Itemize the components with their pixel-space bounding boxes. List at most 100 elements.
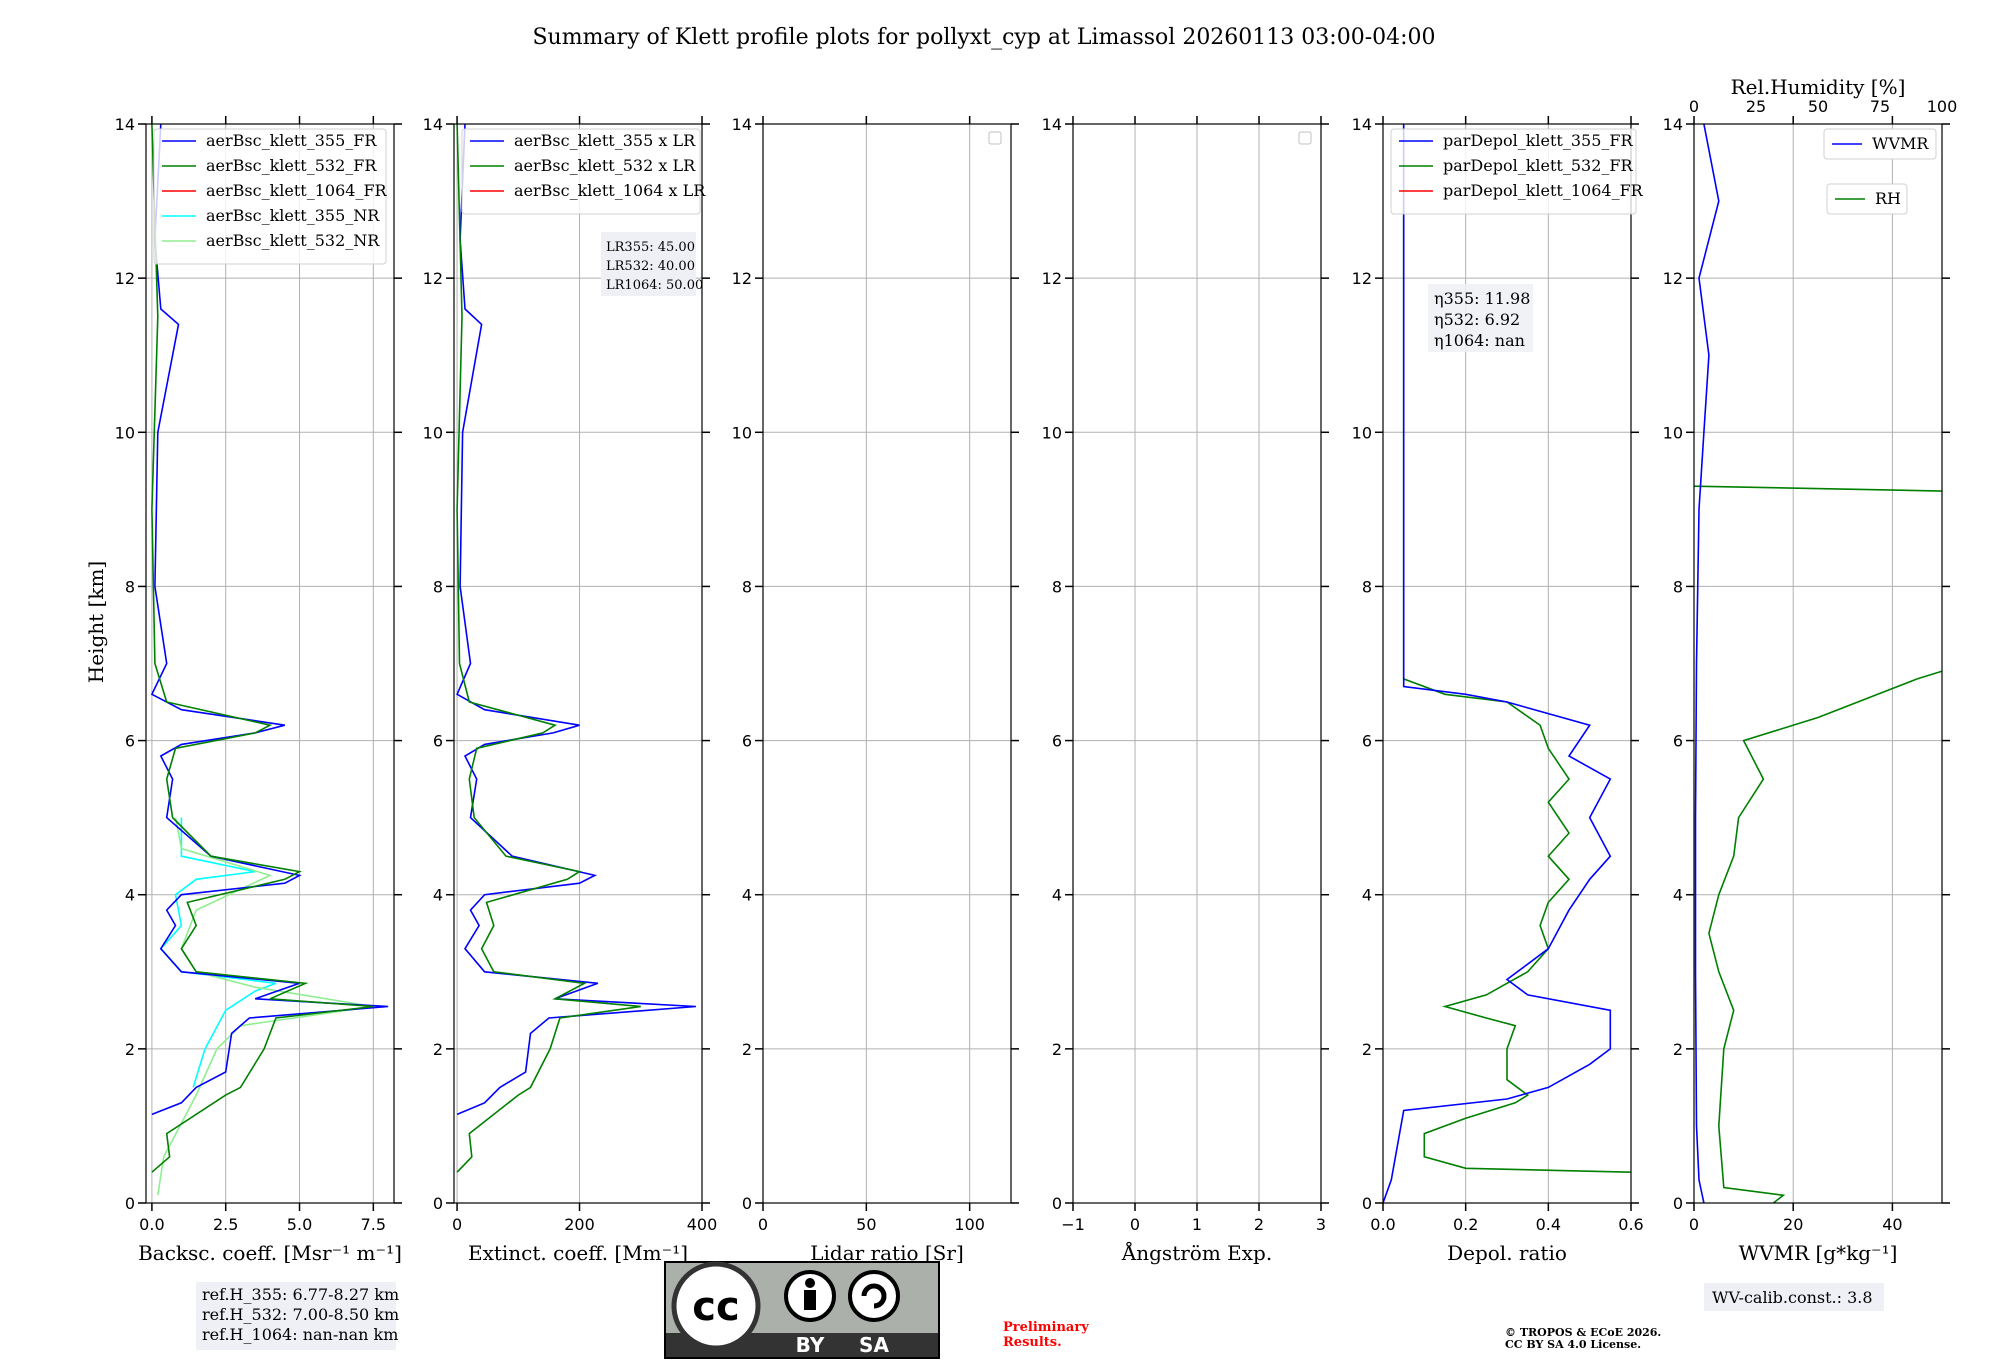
sa-share-icon (848, 1270, 900, 1322)
y-tick-label: 2 (433, 1040, 443, 1059)
y-tick-label: 14 (1663, 115, 1683, 134)
eta-annotation: η355: 11.98 (1434, 289, 1530, 308)
x-tick-label: 40 (1882, 1215, 1902, 1234)
lr-annotation: LR532: 40.00 (606, 259, 695, 274)
wv-calib-const: WV-calib.const.: 3.8 (1712, 1288, 1873, 1307)
y-tick-label: 10 (423, 423, 443, 442)
x-tick-label: 100 (954, 1215, 985, 1234)
y-tick-label: 6 (1362, 732, 1372, 751)
x-tick-label: 20 (1783, 1215, 1803, 1234)
y-tick-label: 0 (433, 1194, 443, 1213)
y-tick-label: 14 (732, 115, 752, 134)
legend-entry: parDepol_klett_355_FR (1443, 131, 1634, 150)
preliminary-line1: Preliminary (1003, 1320, 1089, 1335)
axes-frame (762, 123, 1012, 1204)
x-tick-label: 0.0 (139, 1215, 164, 1234)
x-tick-label: 0 (758, 1215, 768, 1234)
eta-annotation-box (1428, 284, 1533, 352)
x-tick-label: 2.5 (213, 1215, 238, 1234)
y-tick-label: 14 (423, 115, 443, 134)
y-tick-label: 10 (1042, 423, 1062, 442)
y-tick-label: 8 (1362, 577, 1372, 596)
legend-entry: parDepol_klett_532_FR (1443, 156, 1634, 175)
x-tick-label: 200 (564, 1215, 595, 1234)
x-top-axis-label: Rel.Humidity [%] (1731, 75, 1906, 99)
y-tick-label: 12 (1352, 269, 1372, 288)
axes-frame (1382, 123, 1632, 1204)
y-tick-label: 10 (732, 423, 752, 442)
y-tick-label: 14 (1042, 115, 1062, 134)
x-axis-label: Depol. ratio (1447, 1241, 1567, 1265)
x-tick-label: 400 (687, 1215, 718, 1234)
y-tick-label: 8 (1052, 577, 1062, 596)
legend-entry: RH (1875, 189, 1901, 208)
series-RH (1694, 485, 1942, 1203)
y-tick-label: 4 (742, 886, 752, 905)
panel-bsc: 0 2 4 6 8 10 12 14 0.0 2.5 5.0 7.5 Backsc. coeff. [M… (115, 115, 402, 1265)
y-tick-label: 8 (433, 577, 443, 596)
wv-calib-box (1704, 1283, 1884, 1311)
x-top-tick-label: 0 (1689, 97, 1699, 116)
by-text: BY (796, 1333, 825, 1357)
panel-ext: 0 2 4 6 8 10 12 14 0 200 400 Extinct. coeff. [Mm⁻¹]… (423, 115, 718, 1265)
x-top-tick-label: 100 (1927, 97, 1958, 116)
lr-annotation-box (601, 232, 696, 296)
y-tick-label: 2 (1673, 1040, 1683, 1059)
x-top-tick-label: 50 (1808, 97, 1828, 116)
axes-frame (1693, 123, 1943, 1204)
y-tick-label: 0 (742, 1194, 752, 1213)
x-tick-label: 1 (1192, 1215, 1202, 1234)
empty-legend-box (1298, 131, 1312, 145)
y-tick-label: 14 (115, 115, 135, 134)
y-tick-label: 10 (1352, 423, 1372, 442)
cc-license-badge: cc BY SA (664, 1261, 940, 1359)
ref-height-355: ref.H_355: 6.77-8.27 km (202, 1285, 399, 1304)
eta-annotation: η1064: nan (1434, 331, 1525, 350)
y-tick-label: 10 (1663, 423, 1683, 442)
cc-icon (671, 1261, 761, 1351)
series-aerBsc_klett_355_FR (150, 124, 389, 1116)
panel-dep: 0 2 4 6 8 10 12 14 0.0 0.2 0.4 0.6 Depol. ratio parDe… (1352, 115, 1644, 1265)
figure-title: Summary of Klett profile plots for polly… (532, 25, 1435, 50)
legend-entry: aerBsc_klett_532 x LR (514, 156, 696, 175)
y-tick-label: 4 (1362, 886, 1372, 905)
y-tick-label: 6 (1673, 732, 1683, 751)
copyright-line1: © TROPOS & ECoE 2026. (1505, 1326, 1661, 1339)
x-tick-label: 0.4 (1536, 1215, 1561, 1234)
axes-frame (145, 123, 395, 1204)
y-tick-label: 4 (433, 886, 443, 905)
y-tick-label: 14 (1352, 115, 1372, 134)
legend-entry: aerBsc_klett_1064 x LR (514, 181, 706, 200)
x-tick-label: 50 (856, 1215, 876, 1234)
legend-entry: aerBsc_klett_355_FR (206, 131, 377, 150)
lr-annotation: LR355: 45.00 (606, 240, 695, 255)
x-tick-label: 0.2 (1453, 1215, 1478, 1234)
empty-legend-box (988, 131, 1002, 145)
x-axis-label: Ångström Exp. (1121, 1240, 1272, 1265)
x-tick-label: 2 (1254, 1215, 1264, 1234)
legend-entry: aerBsc_klett_532_FR (206, 156, 377, 175)
y-tick-label: 0 (125, 1194, 135, 1213)
ref-height-box: ref.H_355: 6.77-8.27 km ref.H_532: 7.00-… (196, 1282, 399, 1350)
cc-text: cc (692, 1284, 739, 1330)
legend-entry: aerBsc_klett_355_NR (206, 206, 380, 225)
x-axis-label: Extinct. coeff. [Mm⁻¹] (468, 1241, 688, 1265)
y-tick-label: 8 (742, 577, 752, 596)
series-parDepol_klett_532_FR (1402, 124, 1631, 1173)
preliminary-line2: Results. (1003, 1335, 1062, 1350)
legend: WVMR RH (1823, 128, 1937, 215)
x-tick-label: 0.6 (1618, 1215, 1643, 1234)
x-tick-label: −1 (1061, 1215, 1085, 1234)
x-tick-label: 7.5 (361, 1215, 386, 1234)
y-tick-label: 6 (433, 732, 443, 751)
axes-frame (453, 123, 703, 1204)
legend: aerBsc_klett_355 x LR aerBsc_klett_532 x … (461, 128, 706, 215)
legend-entry: aerBsc_klett_532_NR (206, 231, 380, 250)
series-parDepol_klett_355_FR (1383, 124, 1612, 1203)
y-tick-label: 0 (1673, 1194, 1683, 1213)
series-aerBsc_klett_532_FR (151, 124, 374, 1173)
x-tick-label: 0 (452, 1215, 462, 1234)
